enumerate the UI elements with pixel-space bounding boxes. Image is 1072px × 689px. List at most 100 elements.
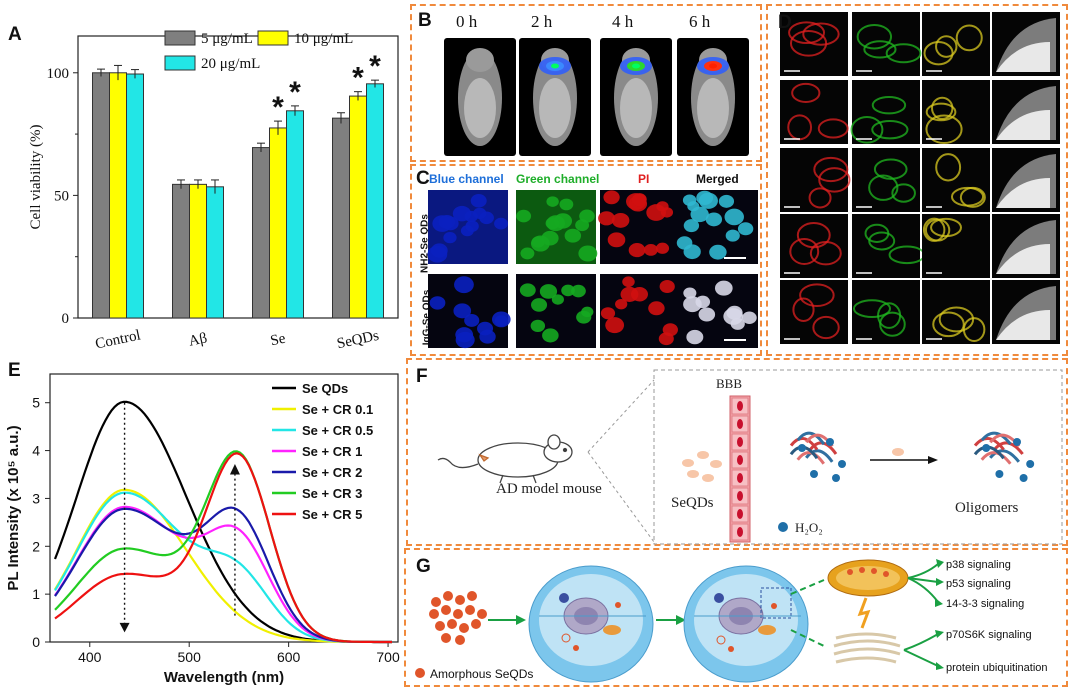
cell-outline xyxy=(813,156,849,183)
endoplasmic-reticulum xyxy=(833,632,901,664)
nucleus xyxy=(530,319,546,333)
h2o2-molecule xyxy=(1013,438,1021,446)
cell-outline xyxy=(955,24,983,52)
cell-outline xyxy=(863,40,897,59)
seqd-particle xyxy=(435,621,445,631)
nucleus xyxy=(438,215,456,229)
nucleus xyxy=(683,287,697,299)
x-tick-label: SeQDs xyxy=(336,328,381,353)
bbb-nucleus xyxy=(737,455,743,465)
seqd-particle xyxy=(455,635,465,645)
mouse-image xyxy=(444,38,516,156)
colocalization-tile xyxy=(780,80,848,144)
nucleus xyxy=(686,329,704,345)
nucleus xyxy=(539,284,558,299)
seqd-particle xyxy=(429,609,439,619)
nucleus xyxy=(530,235,550,252)
seqd-particle xyxy=(453,609,463,619)
zoom-arrow-er xyxy=(790,629,825,647)
cell-outline xyxy=(856,24,893,50)
bar xyxy=(332,117,350,319)
nucleus xyxy=(730,317,745,330)
seqd-particle xyxy=(431,597,441,607)
h2o2-molecule xyxy=(1019,474,1028,482)
y-axis-label: PL Intensity (x 10⁵ a.u.) xyxy=(5,425,22,590)
cell-outline xyxy=(873,158,908,180)
protein-strand xyxy=(980,431,1012,446)
nucleus xyxy=(455,327,474,343)
nucleus xyxy=(454,276,474,294)
scatter-dense xyxy=(996,42,1050,72)
signal-p70s6k: p70S6K signaling xyxy=(946,629,1032,641)
seqd-particle xyxy=(459,623,469,633)
signal-p53: p53 signaling xyxy=(946,578,1011,590)
bbb-nucleus xyxy=(737,491,743,501)
mouse-image xyxy=(677,38,749,156)
cell-outline xyxy=(931,96,954,120)
cell-outline xyxy=(871,96,907,115)
x-tick-label: Control xyxy=(94,327,142,352)
time-label: 0 h xyxy=(456,12,478,31)
chart-e: 400 500 600 700 0 1 2 3 4 5 Wavelength (nm) PL Inte… xyxy=(5,373,400,686)
panel-b-label: B xyxy=(418,10,432,31)
nucleus xyxy=(494,217,508,230)
legend-label: 20 μg/mL xyxy=(201,56,260,72)
cell-1 xyxy=(528,565,654,683)
cell-outline xyxy=(864,223,890,243)
nucleus xyxy=(659,280,675,293)
cell-outline xyxy=(925,114,963,145)
seqd-particle xyxy=(471,619,481,629)
nucleus xyxy=(655,242,670,254)
cell-outline xyxy=(850,116,884,144)
nucleus xyxy=(564,228,582,243)
bbb-nucleus xyxy=(737,509,743,519)
y-tick-label: 0 xyxy=(62,311,70,327)
cell-outline xyxy=(871,119,909,140)
seqd-particle xyxy=(455,595,465,605)
arrow-head xyxy=(119,622,130,633)
nucleus xyxy=(726,305,743,320)
nucleus xyxy=(742,311,757,325)
nucleus xyxy=(443,232,457,244)
time-label: 4 h xyxy=(612,12,634,31)
y-tick-label: 3 xyxy=(32,490,40,506)
x-tick-label: 600 xyxy=(277,649,301,665)
bbb-barrier xyxy=(729,395,751,543)
nucleus xyxy=(605,317,625,334)
signal-p38: p38 signaling xyxy=(946,559,1011,571)
nucleus xyxy=(465,220,479,232)
legend-swatch xyxy=(257,30,289,46)
x-tick-label: 400 xyxy=(78,649,102,665)
cell-outline xyxy=(938,306,975,333)
nucleus xyxy=(520,247,535,260)
legend-label: Se + CR 0.1 xyxy=(302,402,373,417)
bbb-nucleus xyxy=(737,473,743,483)
nucleus xyxy=(479,211,494,225)
nucleus xyxy=(724,208,744,226)
cell-outline xyxy=(789,237,820,265)
nucleus xyxy=(648,301,665,316)
oligomer-protein xyxy=(973,431,1035,482)
oligomers-label: Oligomers xyxy=(955,500,1018,516)
protein-strand xyxy=(796,451,825,465)
nucleus xyxy=(683,296,702,313)
nucleus xyxy=(631,193,647,207)
nucleus xyxy=(662,323,678,337)
panel-g-label: G xyxy=(416,556,431,577)
bar xyxy=(189,183,207,319)
colocalization-tile xyxy=(922,280,990,344)
nucleus xyxy=(682,194,697,206)
arrow-head xyxy=(229,463,240,475)
cell-outline xyxy=(818,167,851,193)
nucleus xyxy=(579,209,595,223)
bbb-nucleus xyxy=(737,401,743,411)
legend-swatch xyxy=(164,55,196,71)
y-tick-label: 2 xyxy=(32,538,40,554)
scatter-dense xyxy=(996,110,1050,140)
cell-outline xyxy=(962,317,986,342)
seqd-particle xyxy=(443,591,453,601)
cell-outline xyxy=(891,183,916,203)
h2o2-molecule xyxy=(838,460,846,468)
microscopy-grid xyxy=(427,190,758,349)
cell-outline xyxy=(808,187,832,209)
